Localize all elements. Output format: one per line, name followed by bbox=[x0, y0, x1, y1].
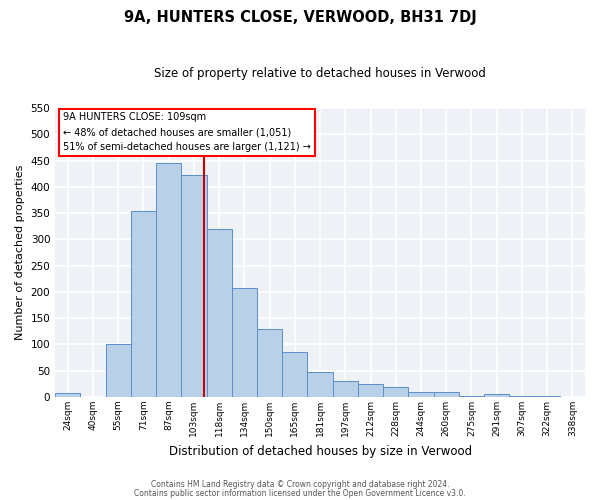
Bar bbox=[459, 396, 484, 397]
Bar bbox=[484, 394, 509, 397]
Text: Contains HM Land Registry data © Crown copyright and database right 2024.: Contains HM Land Registry data © Crown c… bbox=[151, 480, 449, 489]
Text: Contains public sector information licensed under the Open Government Licence v3: Contains public sector information licen… bbox=[134, 488, 466, 498]
Bar bbox=[106, 344, 131, 397]
Title: Size of property relative to detached houses in Verwood: Size of property relative to detached ho… bbox=[154, 68, 486, 80]
Bar bbox=[257, 328, 282, 397]
Y-axis label: Number of detached properties: Number of detached properties bbox=[15, 165, 25, 340]
Bar bbox=[156, 163, 181, 397]
Text: 9A, HUNTERS CLOSE, VERWOOD, BH31 7DJ: 9A, HUNTERS CLOSE, VERWOOD, BH31 7DJ bbox=[124, 10, 476, 25]
Bar bbox=[307, 372, 332, 397]
X-axis label: Distribution of detached houses by size in Verwood: Distribution of detached houses by size … bbox=[169, 444, 472, 458]
Text: 9A HUNTERS CLOSE: 109sqm
← 48% of detached houses are smaller (1,051)
51% of sem: 9A HUNTERS CLOSE: 109sqm ← 48% of detach… bbox=[63, 112, 311, 152]
Bar bbox=[434, 392, 459, 397]
Bar bbox=[282, 352, 307, 397]
Bar bbox=[232, 288, 257, 397]
Bar bbox=[206, 229, 232, 397]
Bar bbox=[535, 396, 560, 397]
Bar bbox=[509, 396, 535, 397]
Bar bbox=[181, 176, 206, 397]
Bar bbox=[358, 384, 383, 397]
Bar bbox=[131, 210, 156, 397]
Bar bbox=[383, 387, 409, 397]
Bar bbox=[332, 382, 358, 397]
Bar bbox=[55, 394, 80, 397]
Bar bbox=[409, 392, 434, 397]
